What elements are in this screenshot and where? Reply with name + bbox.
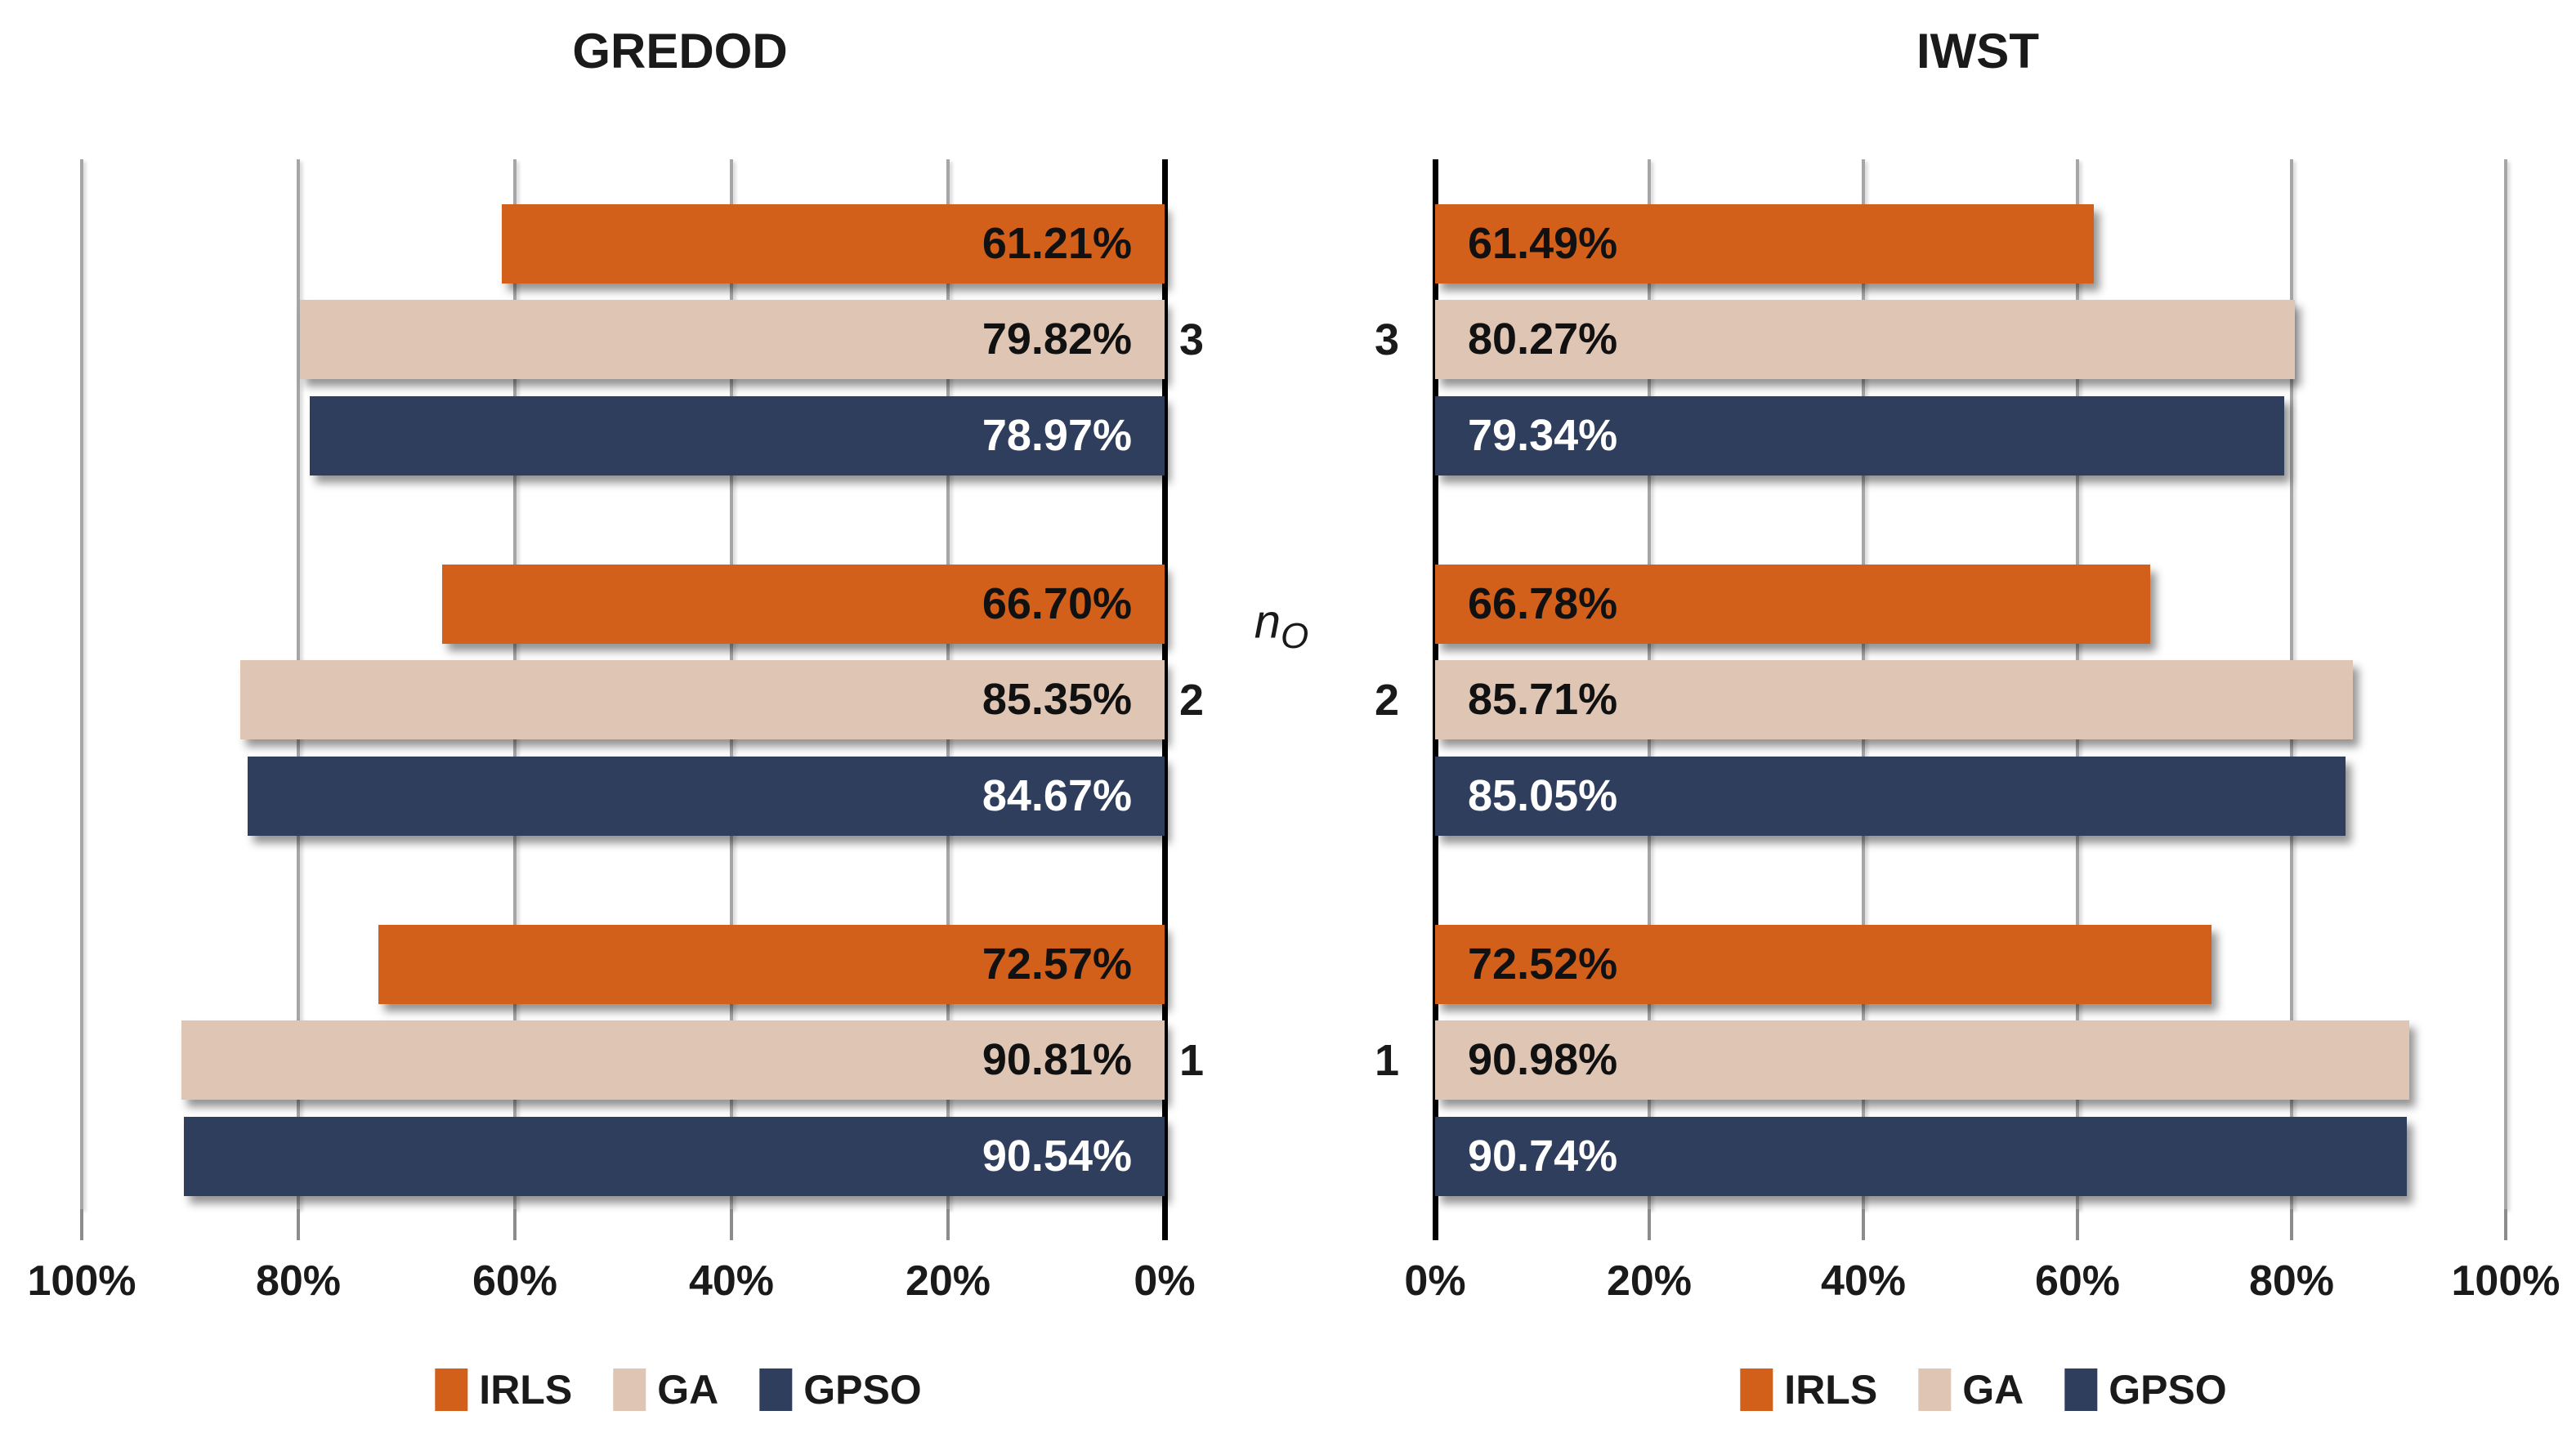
value-label-iwst-n3-irls: 61.49% xyxy=(1468,219,1618,268)
legend-swatch-ga xyxy=(1918,1368,1952,1411)
bar-iwst-n2-ga xyxy=(1435,660,2353,739)
value-label-iwst-n1-gpso: 90.74% xyxy=(1468,1132,1618,1181)
value-label-gredod-n1-irls: 72.57% xyxy=(982,940,1132,989)
bar-gredod-n2-gpso xyxy=(248,757,1165,836)
legend-iwst: IRLS GA GPSO xyxy=(1740,1366,2227,1413)
legend-label-irls: IRLS xyxy=(479,1367,573,1413)
bar-gredod-n3-gpso xyxy=(309,396,1165,475)
legend-swatch-irls xyxy=(435,1368,468,1411)
category-label-gredod-1: 1 xyxy=(1178,1035,1205,1085)
legend-item-irls: IRLS xyxy=(1740,1366,1877,1413)
axis-tick-label-40%: 40% xyxy=(688,1257,775,1305)
value-label-iwst-n3-ga: 80.27% xyxy=(1468,315,1618,364)
category-label-gredod-2: 2 xyxy=(1178,675,1205,725)
bar-gredod-n2-irls xyxy=(442,565,1165,644)
axis-tick-label-100%: 100% xyxy=(27,1257,136,1305)
legend-item-gpso: GPSO xyxy=(759,1366,922,1413)
value-label-iwst-n2-irls: 66.78% xyxy=(1468,579,1618,628)
bar-gredod-n1-ga xyxy=(181,1020,1165,1100)
gridline-100% xyxy=(2504,159,2507,1209)
panel-title-iwst: IWST xyxy=(1916,24,2039,78)
category-label-gredod-3: 3 xyxy=(1178,315,1205,364)
axis-tick-label-20%: 20% xyxy=(1606,1257,1693,1305)
tick-mark-100% xyxy=(80,1209,83,1240)
bar-iwst-n1-ga xyxy=(1435,1020,2409,1100)
value-label-iwst-n1-irls: 72.52% xyxy=(1468,940,1618,989)
axis-tick-label-0%: 0% xyxy=(1404,1257,1466,1305)
category-axis-title-base: n xyxy=(1254,595,1281,649)
tick-mark-60% xyxy=(2076,1209,2079,1240)
bar-gredod-n3-ga xyxy=(300,300,1165,379)
legend-label-gpso: GPSO xyxy=(2109,1367,2227,1413)
legend-swatch-gpso xyxy=(2064,1368,2098,1411)
axis-tick-label-100%: 100% xyxy=(2451,1257,2560,1305)
value-label-gredod-n2-gpso: 84.67% xyxy=(982,771,1132,820)
legend-swatch-gpso xyxy=(759,1368,793,1411)
bar-gredod-n2-ga xyxy=(240,660,1165,739)
legend-gredod: IRLS GA GPSO xyxy=(435,1366,922,1413)
axis-tick-label-60%: 60% xyxy=(2034,1257,2121,1305)
bar-iwst-n2-irls xyxy=(1435,565,2150,644)
axis-tick-label-60%: 60% xyxy=(472,1257,558,1305)
panel-title-gredod: GREDOD xyxy=(572,24,788,78)
bar-iwst-n1-gpso xyxy=(1435,1117,2407,1196)
tick-mark-80% xyxy=(2290,1209,2293,1240)
gridline-100% xyxy=(80,159,83,1209)
legend-label-gpso: GPSO xyxy=(803,1367,922,1413)
value-label-gredod-n3-irls: 61.21% xyxy=(982,219,1132,268)
legend-label-ga: GA xyxy=(657,1367,719,1413)
bar-iwst-n2-gpso xyxy=(1435,757,2346,836)
category-label-iwst-3: 3 xyxy=(1374,315,1400,364)
bar-gredod-n1-irls xyxy=(378,925,1165,1004)
value-label-gredod-n1-ga: 90.81% xyxy=(982,1035,1132,1084)
value-label-iwst-n3-gpso: 79.34% xyxy=(1468,411,1618,460)
legend-item-irls: IRLS xyxy=(435,1366,572,1413)
legend-label-irls: IRLS xyxy=(1784,1367,1878,1413)
bar-gredod-n1-gpso xyxy=(184,1117,1165,1196)
category-label-iwst-2: 2 xyxy=(1374,675,1400,725)
bar-gredod-n3-irls xyxy=(501,204,1165,284)
value-label-gredod-n2-ga: 85.35% xyxy=(982,675,1132,724)
legend-item-gpso: GPSO xyxy=(2064,1366,2227,1413)
tick-mark-100% xyxy=(2504,1209,2507,1240)
tick-mark-80% xyxy=(297,1209,300,1240)
tick-mark-40% xyxy=(730,1209,733,1240)
value-label-gredod-n1-gpso: 90.54% xyxy=(982,1132,1132,1181)
value-label-iwst-n2-gpso: 85.05% xyxy=(1468,771,1618,820)
value-label-iwst-n1-ga: 90.98% xyxy=(1468,1035,1618,1084)
tick-mark-40% xyxy=(1862,1209,1865,1240)
legend-item-ga: GA xyxy=(613,1366,718,1413)
legend-label-ga: GA xyxy=(1962,1367,2024,1413)
bar-iwst-n3-ga xyxy=(1435,300,2295,379)
bar-iwst-n3-gpso xyxy=(1435,396,2285,475)
axis-tick-label-40%: 40% xyxy=(1820,1257,1907,1305)
bar-iwst-n1-irls xyxy=(1435,925,2212,1004)
tick-mark-60% xyxy=(513,1209,517,1240)
legend-swatch-irls xyxy=(1740,1368,1773,1411)
value-label-gredod-n3-gpso: 78.97% xyxy=(982,411,1132,460)
category-label-iwst-1: 1 xyxy=(1374,1035,1400,1085)
zero-axis-gredod xyxy=(1162,159,1168,1240)
axis-tick-label-0%: 0% xyxy=(1134,1257,1196,1305)
axis-tick-label-80%: 80% xyxy=(255,1257,342,1305)
axis-tick-label-80%: 80% xyxy=(2248,1257,2335,1305)
category-axis-title: nO xyxy=(1254,595,1309,654)
axis-tick-label-20%: 20% xyxy=(905,1257,991,1305)
legend-swatch-ga xyxy=(613,1368,646,1411)
tick-mark-20% xyxy=(1648,1209,1651,1240)
value-label-iwst-n2-ga: 85.71% xyxy=(1468,675,1618,724)
legend-item-ga: GA xyxy=(1918,1366,2024,1413)
category-axis-title-subscript: O xyxy=(1281,616,1309,657)
bar-iwst-n3-irls xyxy=(1435,204,2094,284)
value-label-gredod-n3-ga: 79.82% xyxy=(982,315,1132,364)
value-label-gredod-n2-irls: 66.70% xyxy=(982,579,1132,628)
tick-mark-20% xyxy=(946,1209,950,1240)
